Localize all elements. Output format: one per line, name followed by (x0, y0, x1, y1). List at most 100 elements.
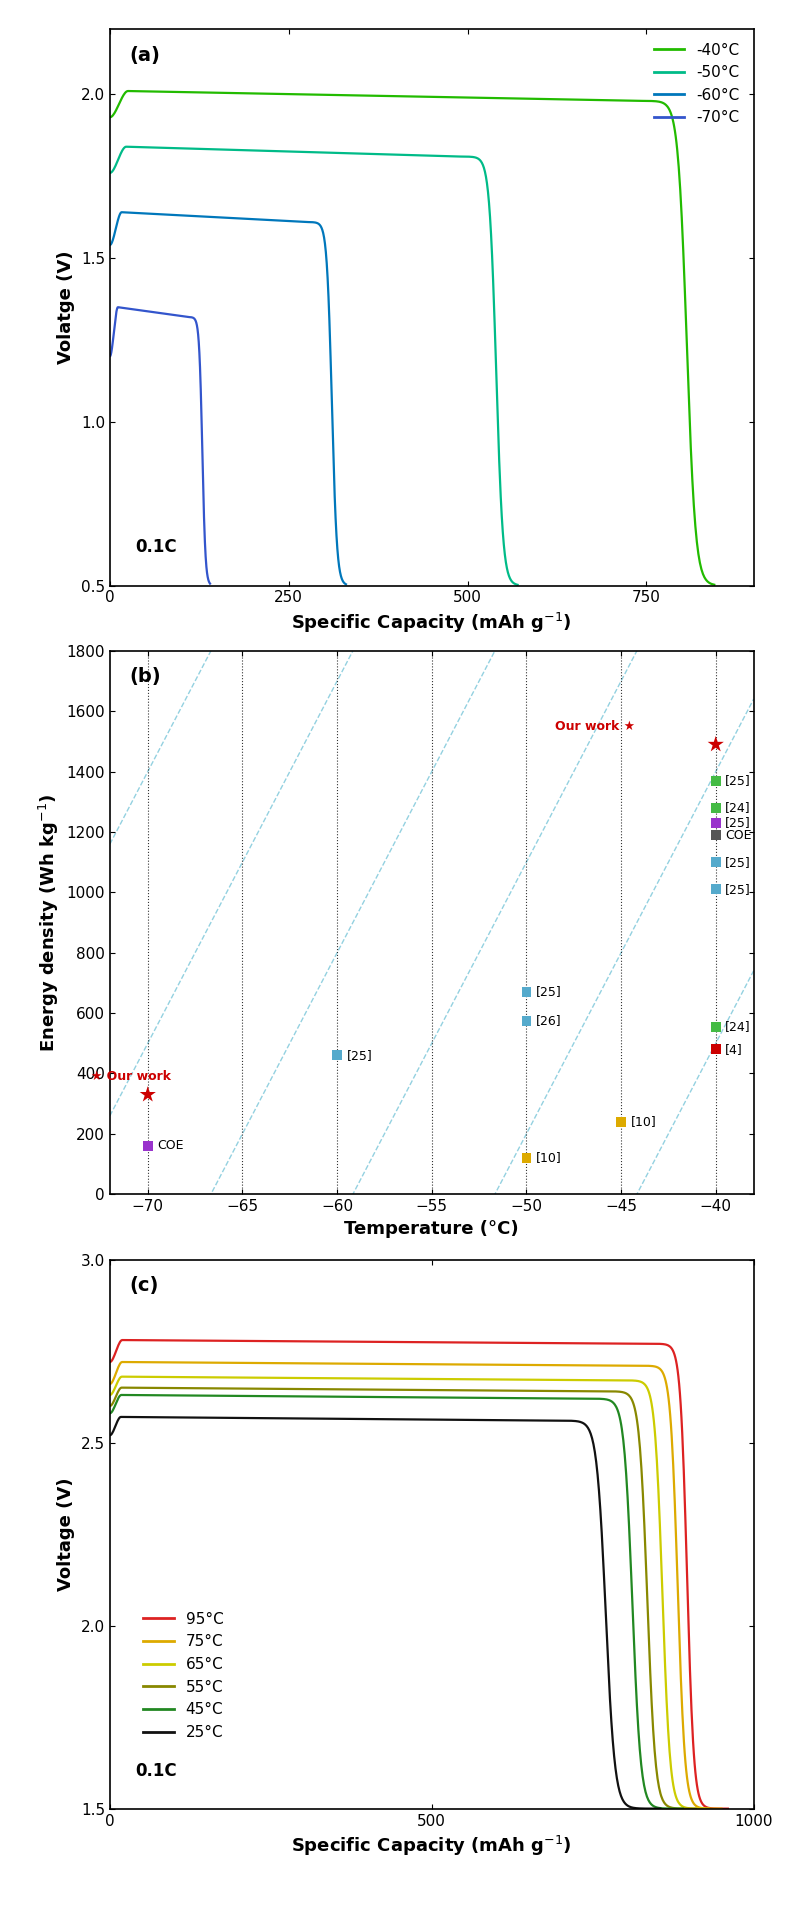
-70°C (169, 303, 178, 326)
-70°C (111, 303, 121, 326)
55°C (462, 1379, 471, 1402)
Point (710, 1012, 722, 1043)
Text: 0.1C: 0.1C (136, 538, 177, 557)
Line: -60°C: -60°C (110, 213, 346, 584)
-70°C (113, 296, 122, 319)
Point (710, 766, 722, 797)
Text: [25]: [25] (725, 856, 751, 868)
Line: 65°C: 65°C (110, 1377, 709, 1809)
45°C (117, 1384, 126, 1407)
Line: -50°C: -50°C (110, 146, 517, 586)
75°C (118, 1350, 127, 1373)
-70°C (206, 572, 215, 595)
Text: [25]: [25] (725, 816, 751, 829)
55°C (446, 1379, 455, 1402)
45°C (105, 1402, 115, 1425)
Point (330, 1041, 343, 1071)
Point (141, 1131, 154, 1162)
25°C (524, 1409, 533, 1432)
Point (141, 1079, 154, 1110)
45°C (599, 1388, 608, 1411)
Line: -70°C: -70°C (110, 307, 210, 584)
75°C (717, 1797, 726, 1820)
45°C (439, 1386, 448, 1409)
-60°C (117, 202, 126, 225)
Point (520, 1006, 533, 1037)
45°C (141, 1384, 151, 1407)
25°C (116, 1405, 126, 1428)
Point (520, 1142, 533, 1173)
-50°C (365, 142, 374, 165)
65°C (117, 1365, 126, 1388)
Text: (b): (b) (130, 666, 161, 685)
95°C (481, 1331, 491, 1354)
65°C (454, 1367, 463, 1390)
Text: [4]: [4] (725, 1043, 743, 1056)
65°C (487, 1367, 497, 1390)
-60°C (256, 207, 265, 230)
Text: 0.1C: 0.1C (136, 1763, 177, 1780)
45°C (540, 1386, 549, 1409)
-50°C (122, 134, 131, 157)
55°C (691, 1797, 700, 1820)
-40°C (143, 81, 152, 104)
Text: [10]: [10] (630, 1116, 656, 1129)
-60°C (243, 207, 252, 230)
-60°C (309, 211, 318, 234)
Text: Our work ★: Our work ★ (555, 720, 635, 733)
-70°C (181, 305, 191, 328)
65°C (105, 1384, 115, 1407)
-40°C (626, 88, 636, 111)
25°C (580, 1413, 590, 1436)
Text: [24]: [24] (725, 1020, 750, 1033)
Line: 75°C: 75°C (110, 1361, 721, 1809)
65°C (704, 1797, 714, 1820)
55°C (610, 1380, 619, 1404)
-40°C (564, 88, 574, 111)
-40°C (491, 86, 500, 109)
-50°C (342, 142, 352, 165)
25°C (457, 1407, 466, 1430)
Legend: 95°C, 75°C, 65°C, 55°C, 45°C, 25°C: 95°C, 75°C, 65°C, 55°C, 45°C, 25°C (137, 1605, 229, 1745)
X-axis label: Temperature (°C): Temperature (°C) (345, 1219, 519, 1238)
Text: [25]: [25] (346, 1048, 372, 1062)
-40°C (710, 574, 719, 597)
X-axis label: Specific Capacity (mAh g$^{-1}$): Specific Capacity (mAh g$^{-1}$) (291, 1834, 572, 1859)
Point (520, 977, 533, 1008)
65°C (143, 1365, 152, 1388)
-60°C (105, 234, 115, 257)
-40°C (473, 86, 482, 109)
Point (710, 820, 722, 851)
75°C (633, 1354, 642, 1377)
Y-axis label: Volatge (V): Volatge (V) (57, 250, 75, 365)
45°C (454, 1386, 463, 1409)
65°C (469, 1367, 479, 1390)
-60°C (284, 209, 294, 232)
-40°C (457, 86, 466, 109)
55°C (479, 1379, 488, 1402)
Point (710, 1035, 722, 1066)
75°C (477, 1354, 487, 1377)
-60°C (341, 572, 351, 595)
Text: [25]: [25] (725, 883, 751, 897)
X-axis label: Specific Capacity (mAh g$^{-1}$): Specific Capacity (mAh g$^{-1}$) (291, 611, 572, 636)
95°C (118, 1329, 127, 1352)
55°C (550, 1379, 560, 1402)
95°C (723, 1797, 732, 1820)
Text: COE: COE (157, 1139, 184, 1152)
Y-axis label: Voltage (V): Voltage (V) (57, 1476, 75, 1592)
Text: (a): (a) (130, 46, 160, 65)
Text: COE: COE (725, 829, 752, 841)
95°C (499, 1331, 509, 1354)
75°C (461, 1354, 470, 1377)
75°C (105, 1373, 115, 1396)
Point (710, 793, 722, 824)
-50°C (415, 144, 425, 167)
75°C (570, 1354, 579, 1377)
95°C (575, 1332, 584, 1356)
65°C (622, 1369, 631, 1392)
Text: [24]: [24] (725, 801, 750, 814)
55°C (105, 1394, 115, 1417)
Text: [10]: [10] (536, 1152, 561, 1165)
25°C (140, 1405, 149, 1428)
